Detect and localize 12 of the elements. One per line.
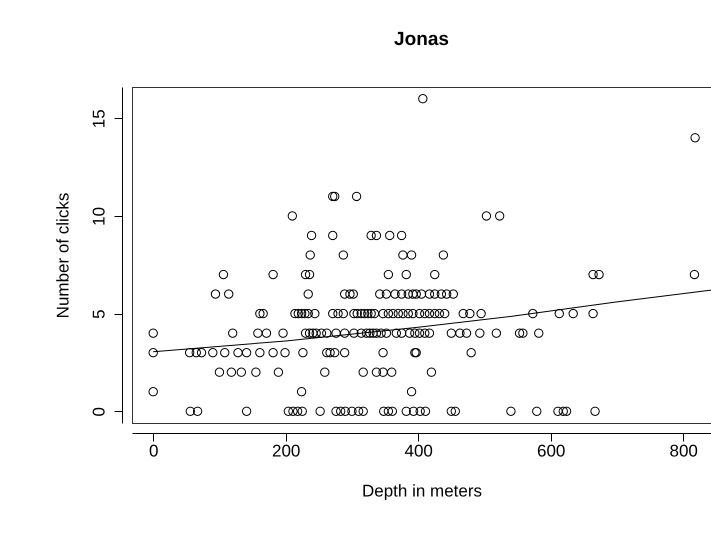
- chart-title: Jonas: [394, 29, 449, 50]
- x-tick-label: 200: [272, 442, 300, 460]
- y-tick-label: 10: [90, 206, 108, 226]
- y-tick-label: 15: [90, 109, 108, 128]
- x-tick-label: 800: [669, 442, 698, 460]
- x-axis-title: Depth in meters: [362, 482, 482, 500]
- x-tick-label: 600: [536, 442, 566, 460]
- x-tick-label: 0: [148, 442, 158, 460]
- y-tick-label: 0: [90, 407, 108, 417]
- x-tick-label: 400: [404, 442, 433, 460]
- y-axis-title: Number of clicks: [54, 192, 72, 318]
- y-tick-label: 5: [90, 309, 108, 319]
